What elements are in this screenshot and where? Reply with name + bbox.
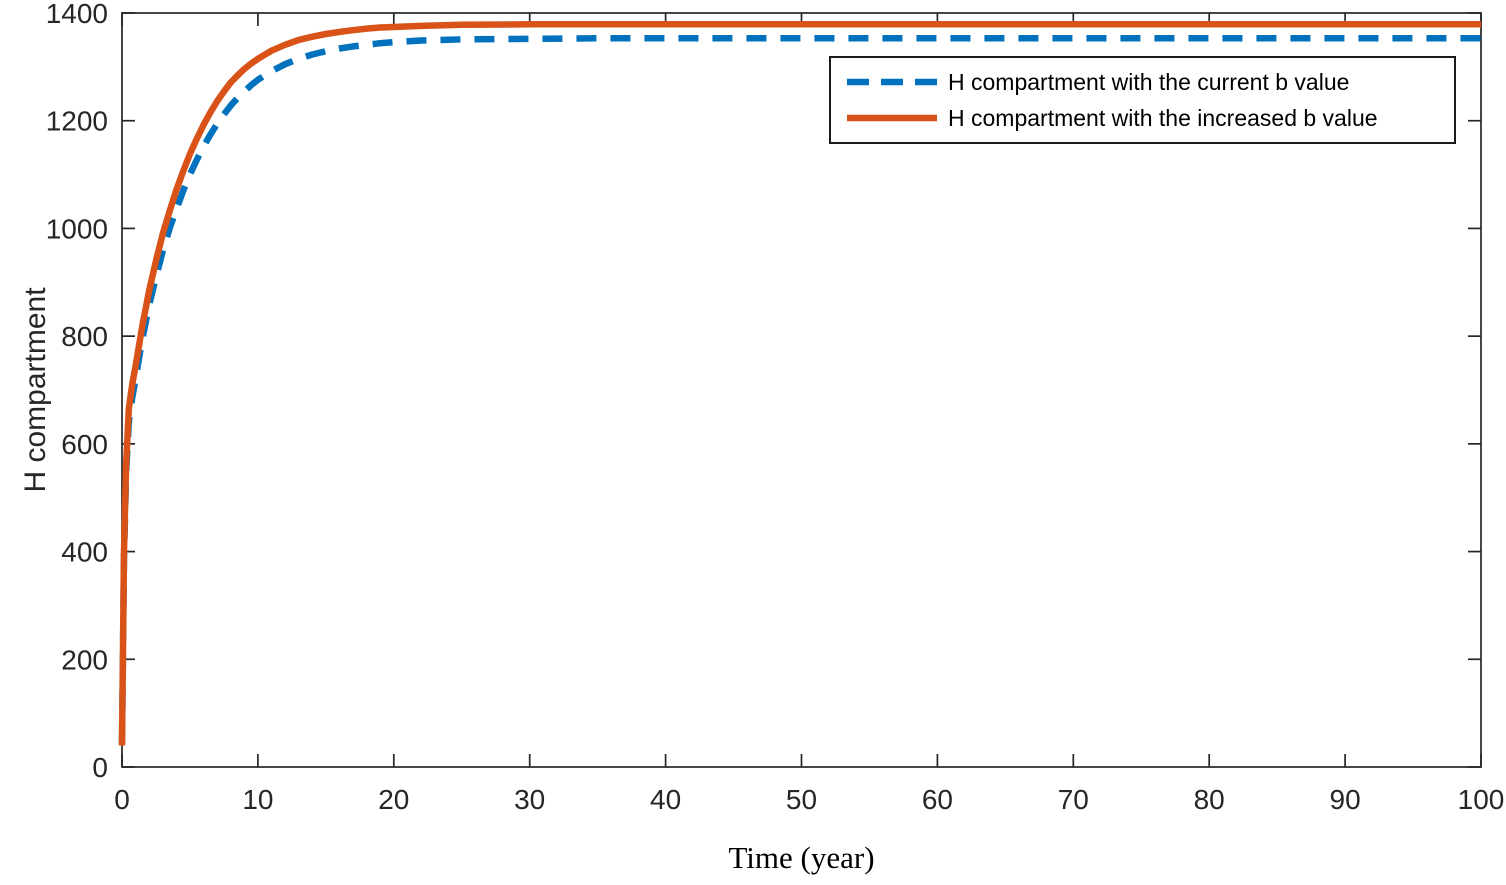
solid-line-sample <box>847 114 937 122</box>
y-tick-label: 1000 <box>46 213 108 244</box>
x-tick-label: 30 <box>514 784 545 815</box>
y-tick-label: 200 <box>61 644 108 675</box>
y-tick-label: 800 <box>61 321 108 352</box>
x-tick-label: 0 <box>114 784 130 815</box>
legend: H compartment with the current b value H… <box>829 56 1456 144</box>
legend-label-increased-b: H compartment with the increased b value <box>948 104 1378 131</box>
dashed-line-sample <box>847 78 937 86</box>
legend-label-current-b: H compartment with the current b value <box>948 68 1350 95</box>
x-tick-label: 70 <box>1058 784 1089 815</box>
x-axis-label: Time (year) <box>728 840 875 875</box>
x-tick-label: 10 <box>242 784 273 815</box>
x-tick-label: 90 <box>1330 784 1361 815</box>
x-tick-label: 40 <box>650 784 681 815</box>
x-tick-label: 80 <box>1194 784 1225 815</box>
y-tick-label: 1400 <box>46 0 108 29</box>
series-line-increased-b <box>118 21 1481 746</box>
legend-item-increased-b: H compartment with the increased b value <box>831 100 1454 136</box>
y-axis-label: H compartment <box>19 287 52 493</box>
legend-item-current-b: H compartment with the current b value <box>831 64 1454 100</box>
y-tick-label: 600 <box>61 429 108 460</box>
x-tick-label: 60 <box>922 784 953 815</box>
x-tick-label: 20 <box>378 784 409 815</box>
y-tick-label: 1200 <box>46 106 108 137</box>
x-tick-label: 50 <box>786 784 817 815</box>
y-tick-label: 0 <box>92 752 108 783</box>
y-tick-label: 400 <box>61 537 108 568</box>
x-tick-label: 100 <box>1458 784 1505 815</box>
